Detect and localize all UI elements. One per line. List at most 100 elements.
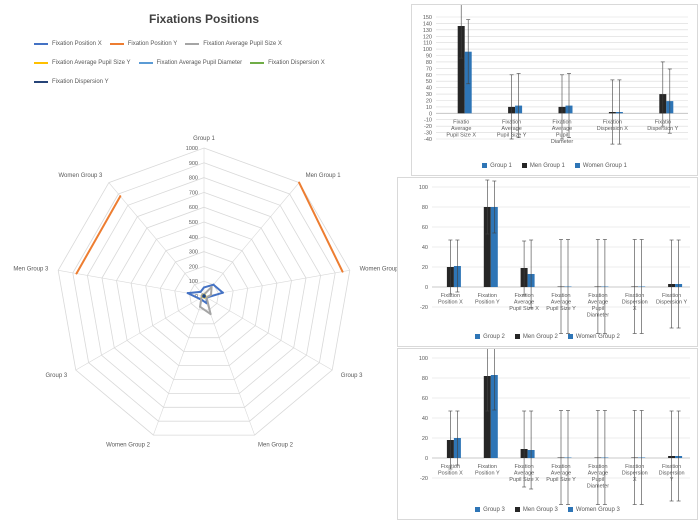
radar-series-segment [199,305,212,316]
y-tick-label: 20 [426,99,432,105]
y-tick-label: 110 [423,41,432,47]
y-tick-label: 150 [423,15,432,21]
x-tick-label-line: Average [514,471,534,477]
radar-axis-label: Group 1 [193,136,215,142]
y-tick-label: 90 [426,54,432,60]
bar-chart-group-3-panel: -20 0 20 40 60 80 100 Fixation Position X Fixatio… [397,348,698,520]
radar-grid-ring [130,221,278,366]
x-tick-label: Fixatio Average Pupil Size X [446,119,476,138]
x-tick-label: Fixation Dispersion X [622,464,648,483]
radar-tick-label: 800 [189,176,198,182]
legend-label: Fixation Position X [52,41,102,47]
y-tick-label: 100 [423,47,432,53]
x-tick-label-line: Position Y [475,300,500,306]
legend-swatch [475,507,481,512]
bar-legend-item: Group 2 [475,334,505,340]
x-tick-label-line: Dispersion X [597,126,629,132]
legend-swatch [475,334,481,339]
radar-chart-title: Fixations Positions [148,12,259,26]
legend-swatch [109,43,124,45]
radar-series-segment [75,195,122,275]
radar-series-segment [199,286,205,293]
y-tick-label: 30 [426,92,432,98]
y-tick-label: 70 [426,66,432,72]
radar-legend: Fixation Position X Fixation Position Y Fi… [34,32,384,89]
legend-swatch [514,334,520,339]
x-tick-label-line: Dispersion [659,471,685,477]
x-tick-label-line: Fixation [514,464,533,470]
x-tick-label-line: Pupil Size X [509,477,539,483]
radar-grid-ring [72,162,336,422]
legend-swatch [138,62,153,64]
x-tick-label-line: Dispersion [622,471,648,477]
radar-tick-label: 900 [189,161,198,167]
y-tick-label: -20 [420,476,428,482]
x-tick-label: Fixation Average Pupil Size X [509,293,539,312]
x-tick-label-line: Position X [438,300,463,306]
radar-tick-label: 300 [189,250,198,256]
x-tick-label-line: Fixation [478,293,497,299]
radar-legend-item: Fixation Position X [34,41,102,47]
y-tick-label: -30 [424,131,432,137]
x-tick-label-line: Diameter [551,139,573,145]
legend-swatch [34,62,48,64]
legend-swatch [567,334,573,339]
legend-swatch [521,163,527,168]
x-tick-label: Fixation Average Pupil Size X [509,464,539,483]
bar-legend-item: Women Group 3 [567,506,620,513]
x-tick-label-line: Fixation [588,464,607,470]
x-tick-label: Fixation Average Pupil Diameter [587,293,609,319]
x-tick-label: Fixatio Dispersion Y [647,119,678,132]
x-tick-label-line: Pupil Size Y [497,132,527,138]
x-tick-label: Fixation Average Pupil Size Y [546,293,576,312]
radar-axis-label: Men Group 3 [13,267,49,273]
x-tick-label-line: X [633,477,637,483]
y-tick-label: 60 [422,225,428,231]
x-tick-label-line: Fixation [478,464,497,470]
radar-series-segment [298,181,344,273]
bar [490,375,498,458]
bar-legend-item: Women Group 2 [567,333,620,340]
x-tick-label-line: Position X [438,471,463,477]
x-tick-label: Fixation Average Pupil Diameter [587,464,609,490]
radar-spoke [58,270,205,297]
legend-label: Women Group 2 [575,333,620,340]
legend-swatch [34,81,48,83]
y-tick-label: 40 [422,245,428,251]
x-tick-label-line: Fixation [441,464,460,470]
y-tick-label: -40 [424,137,432,143]
y-tick-label: 100 [419,185,428,191]
radar-spoke [203,295,255,436]
x-tick-label: Fixation Position Y [475,464,500,477]
legend-label: Group 3 [483,506,505,513]
y-tick-label: 20 [422,265,428,271]
x-tick-label-line: Fixation [662,293,681,299]
legend-label: Women Group 3 [575,506,620,513]
radar-spoke [203,295,333,371]
bar-chart-group-1-legend: Group 1 Men Group 1 Women Group 1 [412,163,697,171]
legend-label: Group 1 [490,162,512,169]
radar-tick-label: 1000 [186,146,198,152]
x-tick-label-line: Diameter [587,313,609,319]
radar-plot: 01002003004005006007008009001000Group 1M… [13,136,404,449]
radar-legend-item: Fixation Average Pupil Diameter [138,60,242,66]
x-tick-label-line: Pupil Size X [446,132,476,138]
bar-legend-item: Men Group 3 [514,507,558,513]
radar-grid-ring [159,251,249,339]
bar-legend-item: Group 3 [475,507,505,513]
radar-axis-label: Group 3 [46,373,68,379]
radar-spoke [108,182,205,297]
legend-label: Fixation Dispersion X [268,60,325,66]
y-tick-label: 60 [422,396,428,402]
y-tick-label: 40 [426,86,432,92]
radar-series-segment [203,283,215,289]
x-tick-label-line: Pupil [592,477,604,483]
radar-spoke [153,295,205,436]
radar-axis-label: Women Group 2 [106,443,151,449]
x-tick-label: Fixation Position Y [475,293,500,306]
y-tick-label: 80 [422,376,428,382]
radar-spoke [203,182,300,297]
radar-tick-label: 500 [189,220,198,226]
radar-grid-ring [174,265,234,325]
